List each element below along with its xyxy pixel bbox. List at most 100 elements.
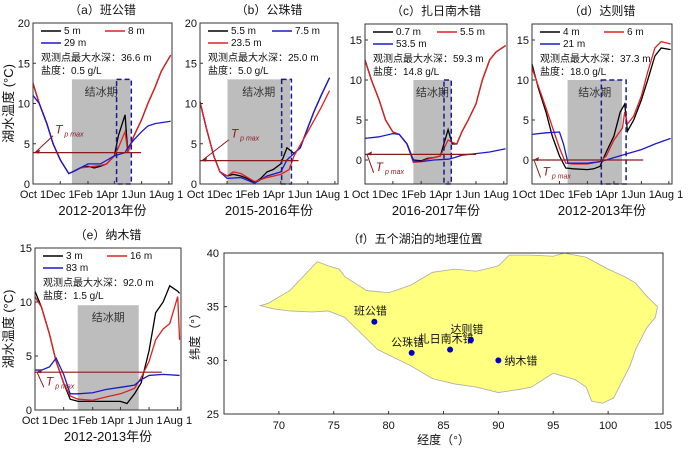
y-tick-label: 10 [350,75,362,87]
panel-d: 结冰期 T p max 0 5 10 15 Oct 1 Dec 1 Feb 1 Apr 1 Jun … [517,4,683,218]
panel-a: 结冰期 T p max 0 5 10 15 20 Oct 1 Dec 1 Feb 1 Apr 1 Ju… [1,3,183,218]
tpmax-subscript: p max [53,383,75,390]
salinity-info: 盐度：5.0 g/L [208,64,269,77]
legend-label: 5.5 m [460,27,485,38]
x-tick-label: Apr 1 [435,189,461,201]
tpmax-arrow [201,139,230,162]
x-tick-label: Oct 1 [519,189,545,201]
legend-label: 7.5 m [295,26,320,37]
x-axis-label: 2012-2013年份 [64,429,152,444]
x-axis-label: 2016-2017年份 [392,203,480,218]
series-line-6m [531,40,671,165]
x-tick-label: Aug 1 [154,189,183,201]
plateau-region [258,252,658,404]
y-tick-label: 20 [18,18,30,30]
x-tick-label: Jun 1 [462,189,489,201]
y-tick-label: 30 [207,355,219,367]
panel-title: （a）班公错 [69,3,136,17]
legend-label: 3 m [66,251,83,262]
y-tick-label: 0 [24,179,30,191]
x-tick-label: Dec 1 [49,415,78,427]
series-line-16m [34,296,181,401]
tpmax-symbol: T [231,127,240,141]
ice-period-band [227,79,291,184]
tpmax-label: T p max [376,160,405,176]
x-tick-label: Dec 1 [545,189,574,201]
depth-info: 观测点最大水深：37.3 m [540,52,651,65]
ice-period-band [567,80,623,184]
x-tick-label: Feb 1 [74,189,102,201]
series-line-83m [35,356,180,395]
y-tick-label: 0 [26,405,32,417]
legend-label: 4 m [563,27,580,38]
plot-frame [34,247,182,411]
panel-title: （c）扎日南木错 [391,3,481,18]
x-tick-label: Feb 1 [79,415,107,427]
y-tick-label: 10 [20,297,32,309]
ice-period-label: 结冰期 [578,86,611,99]
x-tick-label: Apr 1 [107,415,133,427]
y-tick-label: 25 [207,409,219,421]
salinity-info: 盐度：18.0 g/L [540,65,607,78]
dashed-period-box [600,79,627,185]
y-tick-label: 5 [523,115,529,127]
lake-marker [495,357,502,364]
x-tick-label: Feb 1 [407,189,435,201]
y-tick-label: 0 [523,155,529,167]
salinity-info: 盐度：14.8 g/L [373,65,440,78]
legend-label: 5.5 m [231,26,256,37]
depth-info: 观测点最大水深：25.0 m [208,51,319,64]
salinity-info: 盐度：0.5 g/L [41,64,102,77]
tpmax-label: T p max [231,127,260,143]
y-axis-label: 湖水温度 (°C) [1,290,16,369]
y-tick-label: 5 [24,139,30,151]
y-tick-label: 15 [18,58,30,70]
tpmax-arrow [34,135,54,153]
x-tick-label: Oct 1 [22,415,48,427]
x-tick-label: Aug 1 [163,415,192,427]
y-tick-label: 15 [185,58,197,70]
legend-label: 29 m [64,38,86,49]
x-tick-label: Oct 1 [20,189,46,201]
legend-label: 16 m [130,251,152,262]
y-tick-label: 0 [191,179,197,191]
tpmax-subscript: p max [238,136,260,143]
y-tick-label: 15 [350,35,362,47]
x-axis-label: 经度（°） [417,432,470,447]
y-tick-label: 20 [185,18,197,30]
tpmax-arrow [36,371,45,388]
y-tick-label: 5 [191,139,197,151]
panel-e: 结冰期 T p max 0 5 10 15 Oct 1 Dec 1 Feb 1 Apr 1 Jun … [1,228,192,444]
x-tick-label: 100 [599,420,617,432]
x-tick-label: Jun 1 [136,415,163,427]
x-tick-label: Oct 1 [187,189,213,201]
x-tick-label: Apr 1 [101,189,127,201]
tpmax-symbol: T [543,165,552,179]
depth-info: 观测点最大水深：36.6 m [41,51,152,64]
tpmax-label: T p max [46,374,75,390]
x-tick-label: Jun 1 [294,189,321,201]
y-tick-label: 40 [207,248,219,260]
tpmax-subscript: p max [550,174,572,181]
ice-period-label: 结冰期 [85,85,118,98]
legend-label: 0.7 m [396,27,421,38]
tpmax-symbol: T [46,374,55,388]
lake-label: 纳木错 [504,353,537,367]
y-tick-label: 10 [18,99,30,111]
x-tick-label: 85 [437,420,449,432]
tpmax-arrow [533,159,542,178]
x-axis-label: 2015-2016年份 [225,203,313,218]
x-tick-label: 80 [383,420,395,432]
arrow-head-icon [201,157,207,162]
lake-marker [371,318,378,325]
y-tick-label: 5 [26,351,32,363]
x-tick-label: 90 [492,420,504,432]
series-line-5.5m [364,45,506,164]
lake-marker [467,336,474,343]
panel-title: （e）纳木错 [75,228,142,242]
x-tick-label: Dec 1 [213,189,242,201]
panel-title: （d）达则错 [569,4,636,18]
tpmax-subscript: p max [383,169,405,176]
